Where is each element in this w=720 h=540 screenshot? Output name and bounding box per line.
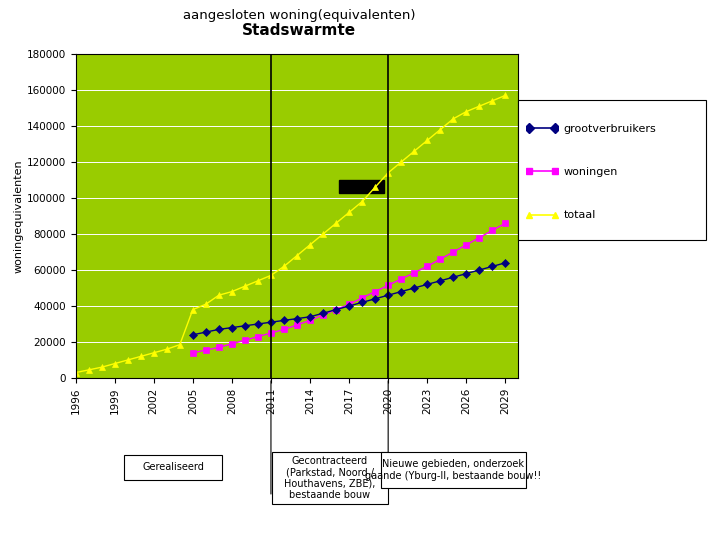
Text: woningen: woningen (564, 167, 618, 177)
Text: Nieuwe gebieden, onderzoek
gaande (Yburg-II, bestaande bouw!!: Nieuwe gebieden, onderzoek gaande (Yburg… (365, 459, 541, 481)
Y-axis label: woningequivalenten: woningequivalenten (14, 159, 24, 273)
Bar (338, 180, 384, 193)
Text: Gerealiseerd: Gerealiseerd (143, 462, 204, 472)
Text: Gecontracteerd
(Parkstad, Noord /
Houthavens, ZBE),
bestaande bouw: Gecontracteerd (Parkstad, Noord / Houtha… (284, 456, 375, 500)
Text: grootverbruikers: grootverbruikers (564, 124, 657, 133)
Text: Stadswarmte: Stadswarmte (242, 23, 356, 38)
Text: totaal: totaal (564, 210, 596, 220)
Text: aangesloten woning(equivalenten): aangesloten woning(equivalenten) (183, 9, 415, 22)
